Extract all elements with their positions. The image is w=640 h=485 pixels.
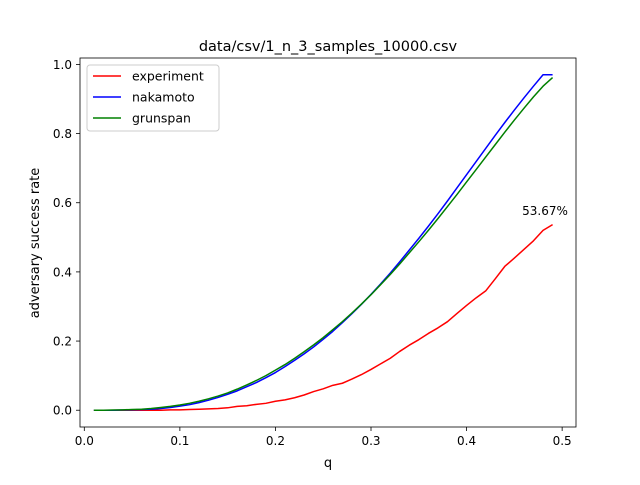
y-tick-label: 0.0 bbox=[53, 404, 72, 418]
series-lines bbox=[93, 74, 554, 411]
axes: 0.0 0.1 0.2 0.3 0.4 0.5 0.0 0.2 0.4 0.6 0.8 1.0 bbox=[53, 57, 577, 448]
x-tick-label: 0.1 bbox=[170, 434, 189, 448]
x-tick-label: 0.2 bbox=[266, 434, 285, 448]
x-tick-label: 0.5 bbox=[553, 434, 572, 448]
x-tick-label: 0.0 bbox=[75, 434, 94, 448]
legend-label-nakamoto: nakamoto bbox=[132, 90, 195, 105]
y-tick-label: 0.8 bbox=[53, 127, 72, 141]
legend: experiment nakamoto grunspan bbox=[86, 64, 220, 132]
x-tick-label: 0.3 bbox=[361, 434, 380, 448]
y-tick-label: 1.0 bbox=[53, 58, 72, 72]
legend-label-grunspan: grunspan bbox=[132, 111, 191, 126]
axes-frame bbox=[79, 57, 577, 428]
series-line-grunspan bbox=[93, 76, 554, 411]
series-line-nakamoto bbox=[93, 74, 553, 411]
final-value-annotation: 53.67% bbox=[522, 204, 568, 218]
legend-label-experiment: experiment bbox=[132, 69, 204, 84]
y-tick-label: 0.4 bbox=[53, 265, 72, 279]
legend-box bbox=[86, 64, 220, 132]
y-tick-label: 0.2 bbox=[53, 335, 72, 349]
y-tick-label: 0.6 bbox=[53, 196, 72, 210]
chart-title: data/csv/1_n_3_samples_10000.csv bbox=[199, 39, 458, 55]
x-axis-label: q bbox=[324, 456, 332, 471]
y-axis-label: adversary success rate bbox=[28, 168, 43, 319]
x-tick-label: 0.4 bbox=[457, 434, 476, 448]
series-line-experiment bbox=[93, 223, 553, 411]
